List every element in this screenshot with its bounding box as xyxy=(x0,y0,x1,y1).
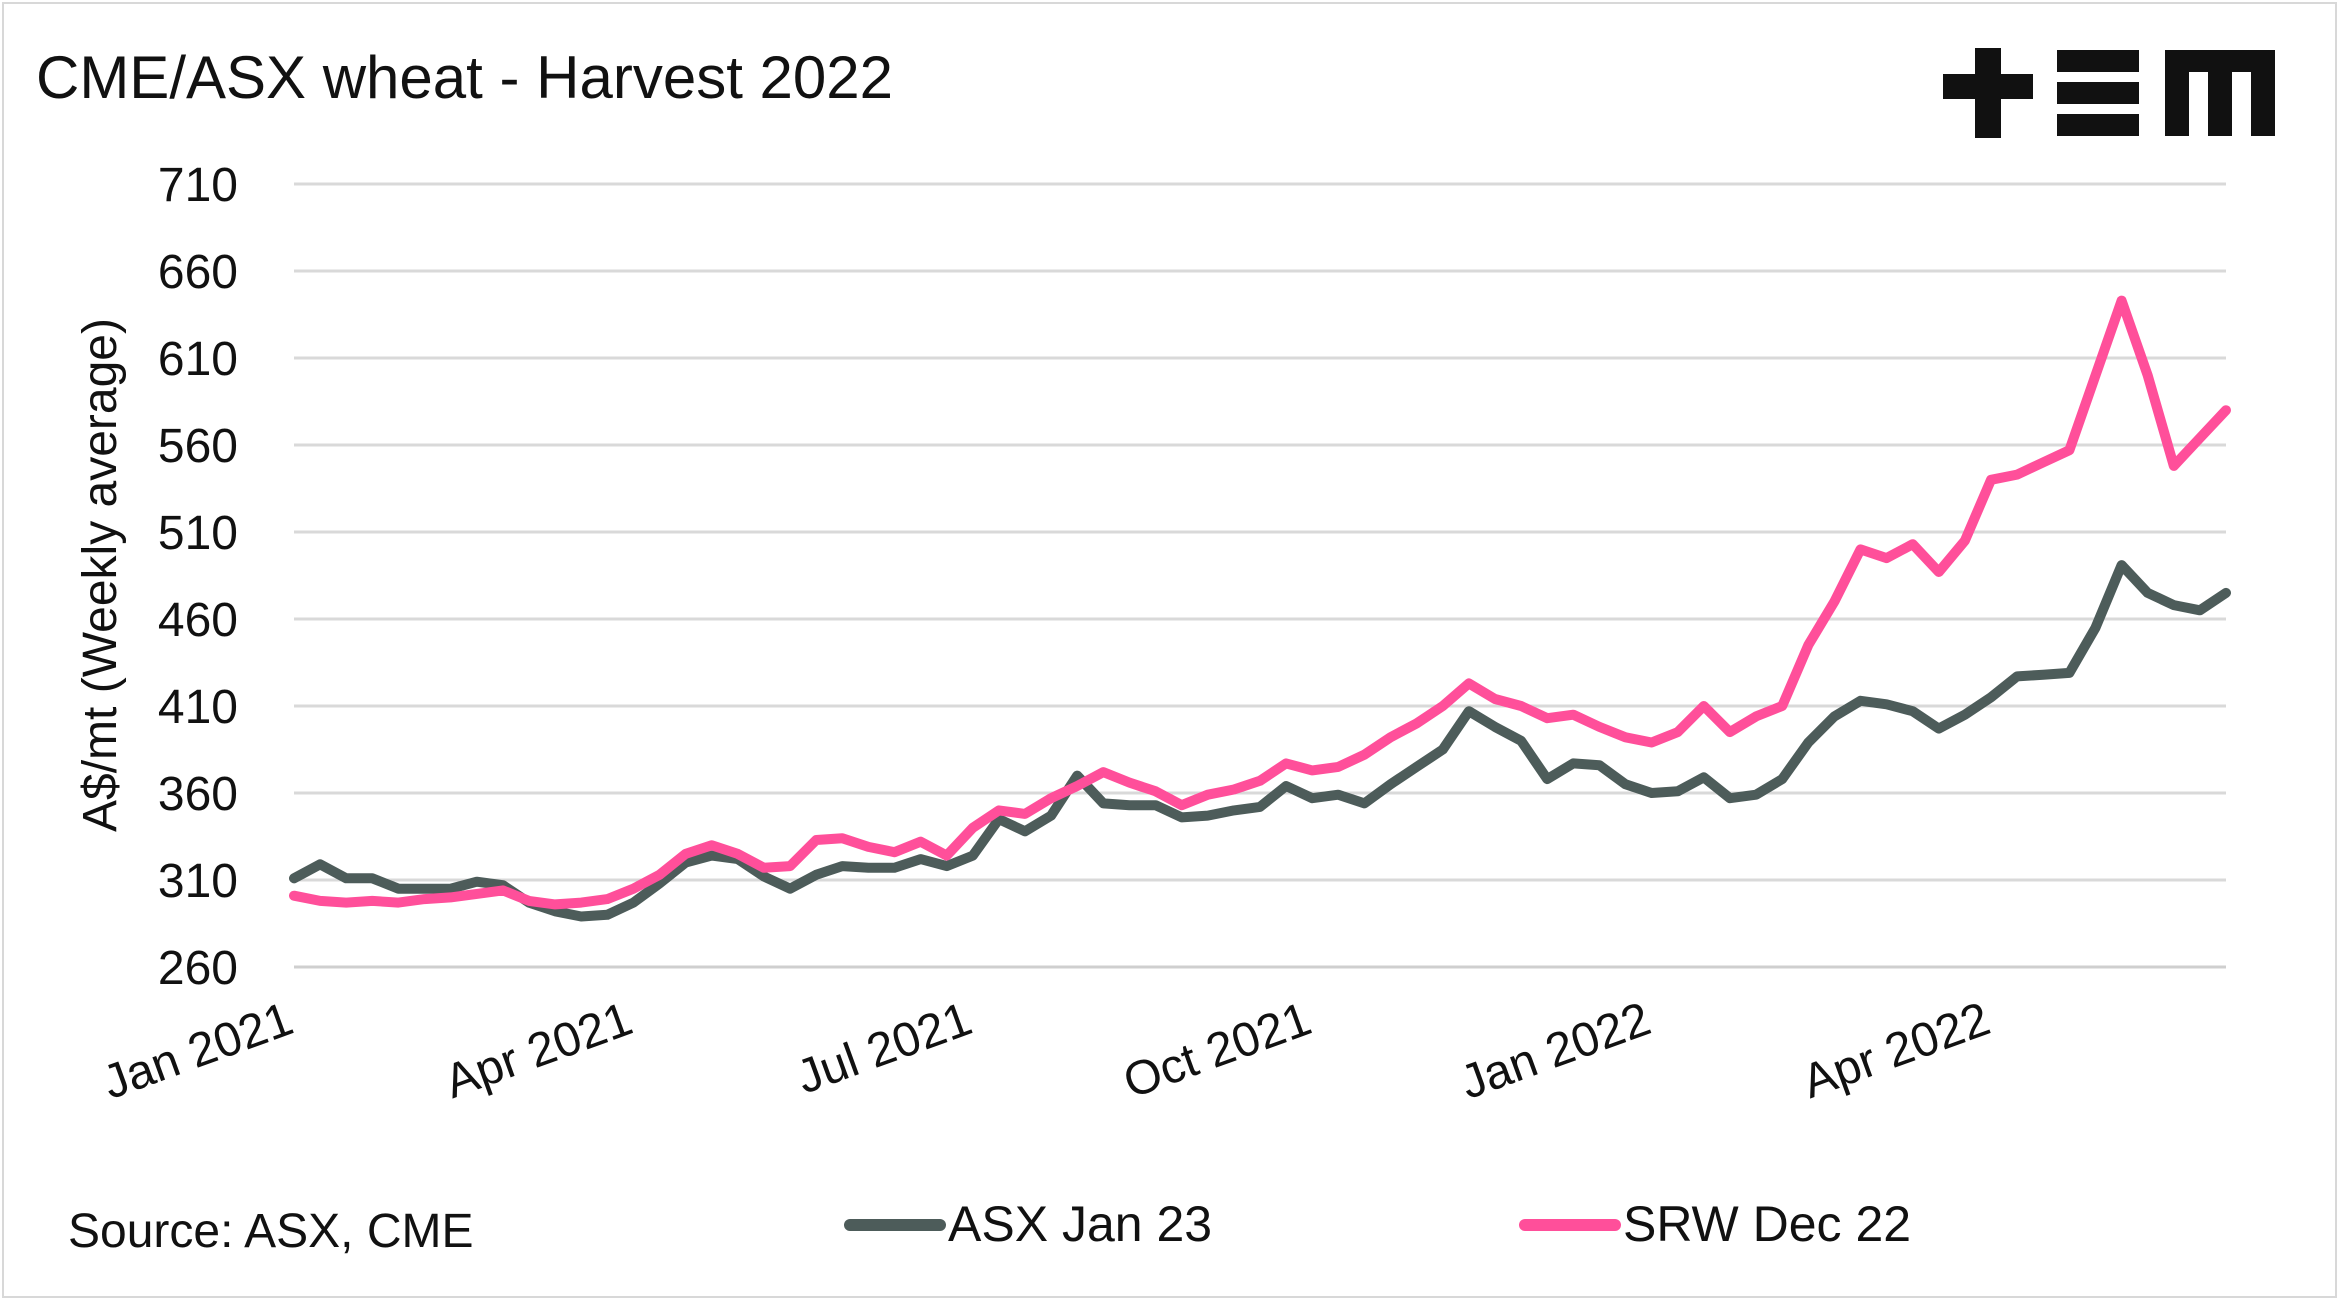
series-line-srw xyxy=(289,295,2231,910)
y-tick-label: 460 xyxy=(158,594,238,647)
legend-label-srw: SRW Dec 22 xyxy=(1623,1196,1911,1252)
x-tick-label: Apr 2022 xyxy=(1796,993,1997,1109)
y-tick-label: 260 xyxy=(158,942,238,995)
legend-label-asx: ASX Jan 23 xyxy=(948,1196,1212,1252)
tem-logo xyxy=(1943,48,2275,138)
x-tick-label: Apr 2021 xyxy=(438,993,639,1109)
x-axis-ticks: Jan 2021 Apr 2021 Jul 2021 Oct 2021 Jan 2022… xyxy=(96,993,1997,1110)
legend-item-asx: ASX Jan 23 xyxy=(844,1196,1212,1252)
x-tick-label: Jan 2022 xyxy=(1454,993,1658,1110)
y-tick-label: 510 xyxy=(158,507,238,560)
legend-item-srw: SRW Dec 22 xyxy=(1519,1196,1911,1252)
y-axis-ticks: 260 310 360 410 460 510 560 610 660 710 xyxy=(158,159,238,995)
y-tick-label: 710 xyxy=(158,159,238,212)
chart-title: CME/ASX wheat - Harvest 2022 xyxy=(36,44,893,111)
x-tick-label: Jul 2021 xyxy=(790,993,979,1105)
y-tick-label: 610 xyxy=(158,333,238,386)
y-tick-label: 360 xyxy=(158,768,238,821)
legend: ASX Jan 23 SRW Dec 22 xyxy=(844,1196,1911,1252)
source-note: Source: ASX, CME xyxy=(68,1205,474,1258)
series-lines xyxy=(289,295,2231,922)
y-tick-label: 410 xyxy=(158,681,238,734)
gridlines xyxy=(294,182,2226,882)
y-axis-label: A$/mt (Weekly average) xyxy=(74,318,127,832)
y-tick-label: 660 xyxy=(158,246,238,299)
series-line-asx xyxy=(289,560,2231,922)
y-tick-label: 310 xyxy=(158,855,238,908)
x-tick-label: Oct 2021 xyxy=(1117,993,1318,1109)
x-tick-label: Jan 2021 xyxy=(96,993,300,1110)
y-tick-label: 560 xyxy=(158,420,238,473)
